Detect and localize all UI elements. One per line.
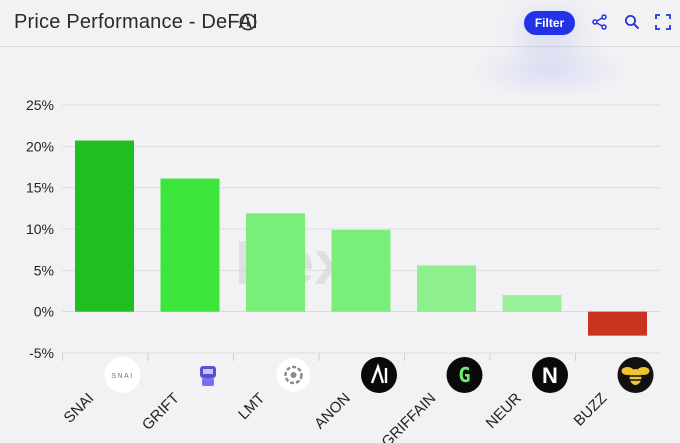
anon-logo-icon (361, 357, 397, 393)
svg-text:SNAI: SNAI (111, 373, 133, 380)
bars (75, 140, 647, 336)
lmt-logo-icon (276, 358, 311, 392)
bar-anon[interactable] (331, 229, 391, 312)
x-axis: SNAI SNAI GRIFT LMT ANON G GRIFFAIN N NEUR BUZZ (61, 353, 654, 443)
bar-buzz[interactable] (588, 311, 647, 336)
filter-button[interactable]: Filter (524, 11, 575, 35)
y-tick-label: 20% (26, 138, 54, 154)
x-tick-label: GRIFT (139, 390, 183, 434)
bar-neur[interactable] (502, 295, 562, 312)
filter-glow (470, 40, 630, 100)
chart-header: Price Performance - DeFAI Filter (0, 0, 680, 47)
bar-snai[interactable] (75, 140, 134, 312)
y-tick-label: -5% (29, 345, 54, 361)
buzz-bee-logo-icon (617, 357, 654, 393)
share-icon[interactable] (591, 13, 609, 31)
y-tick-label: 25% (26, 97, 54, 113)
bar-grift[interactable] (160, 178, 220, 312)
neur-logo-icon: N (532, 357, 568, 393)
bar-griffain[interactable] (417, 265, 476, 312)
y-tick-label: 0% (34, 304, 54, 320)
y-tick-label: 5% (34, 262, 54, 278)
svg-text:G: G (458, 363, 470, 387)
svg-text:N: N (542, 363, 558, 388)
search-icon[interactable] (623, 13, 641, 31)
y-tick-label: 10% (26, 221, 54, 237)
fullscreen-icon[interactable] (654, 13, 672, 31)
x-tick-label: LMT (235, 390, 268, 423)
x-tick-label: SNAI (61, 390, 98, 427)
x-tick-label: ANON (311, 390, 354, 433)
x-tick-label: BUZZ (571, 390, 611, 430)
x-tick-label: GRIFFAIN (378, 390, 439, 443)
chart-title: Price Performance - DeFAI (14, 11, 258, 33)
info-icon[interactable] (239, 13, 257, 31)
bar-lmt[interactable] (246, 213, 305, 312)
griffain-logo-icon: G (446, 357, 483, 393)
snai-logo-icon: SNAI (104, 357, 141, 393)
y-axis-ticks: 25% 20% 15% 10% 5% 0% -5% (26, 97, 54, 361)
grift-robot-logo-icon (200, 366, 216, 386)
x-tick-label: NEUR (483, 390, 525, 432)
y-tick-label: 15% (26, 180, 54, 196)
